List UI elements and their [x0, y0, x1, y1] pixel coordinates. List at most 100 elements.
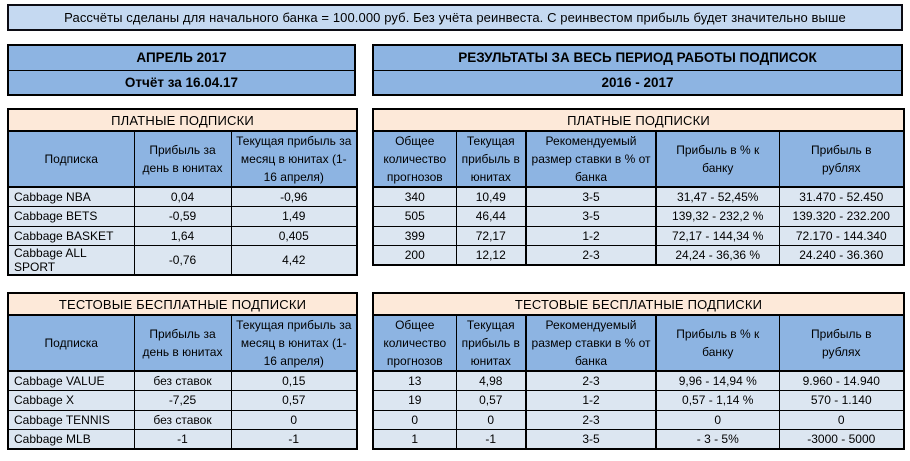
test-period-title: ТЕСТОВЫЕ БЕСПЛАТНЫЕ ПОДПИСКИ	[372, 292, 905, 316]
test-period-table: ТЕСТОВЫЕ БЕСПЛАТНЫЕ ПОДПИСКИ Общее колич…	[372, 292, 906, 450]
col-month-profit: Текущая прибыль за месяц в юнитах (1-16 …	[230, 130, 358, 188]
table-cell: 3-5	[525, 206, 657, 227]
period-header-block: РЕЗУЛЬТАТЫ ЗА ВЕСЬ ПЕРИОД РАБОТЫ ПОДПИСО…	[372, 44, 903, 96]
table-row: 1 -1 3-5- 3 - 5% -3000 - 5000	[372, 429, 905, 450]
table-cell: -0,76	[133, 245, 232, 276]
table-cell: 0,405	[230, 225, 358, 246]
table-cell: 139,32 - 232,2 %	[655, 206, 780, 227]
table-cell: 24,24 - 36,36 %	[655, 245, 780, 266]
table-title-row: ПЛАТНЫЕ ПОДПИСКИ	[372, 108, 905, 132]
col-profit-rubles: Прибыль в рублях	[778, 314, 905, 372]
col-current-profit-units: Текущая прибыль в юнитах	[455, 130, 527, 188]
table-cell: -0,96	[230, 186, 358, 207]
table-cell: Cabbage NBA	[7, 186, 135, 207]
top-banner: Рассчёты сделаны для начального банка = …	[7, 4, 903, 31]
table-row: Cabbage MLB -1 -1	[7, 429, 358, 450]
table-row: 505 46,44 3-5 139,32 - 232,2 % 139.320 - 232…	[372, 206, 905, 227]
col-profit-percent-bank: Прибыль в % к банку	[655, 314, 780, 372]
table-row: 0 0 2-3 0 0	[372, 409, 905, 430]
table-columns-row: Общее количество прогнозов Текущая прибы…	[372, 130, 905, 188]
test-daily-title: ТЕСТОВЫЕ БЕСПЛАТНЫЕ ПОДПИСКИ	[7, 292, 358, 316]
top-banner-text: Рассчёты сделаны для начального банка = …	[64, 10, 846, 25]
table-cell: 0,57 - 1,14 %	[655, 390, 780, 411]
col-month-profit: Текущая прибыль за месяц в юнитах (1-16 …	[230, 314, 358, 372]
table-cell: 9,96 - 14,94 %	[655, 370, 780, 391]
table-cell: 1	[372, 429, 457, 450]
table-cell: 0,15	[230, 370, 358, 391]
table-cell: 0	[455, 409, 527, 430]
table-cell: 0,04	[133, 186, 232, 207]
table-row: 200 12,12 2-3 24,24 - 36,36 % 24.240 - 36.36…	[372, 245, 905, 266]
table-cell: 72,17 - 144,34 %	[655, 225, 780, 246]
table-title-row: ТЕСТОВЫЕ БЕСПЛАТНЫЕ ПОДПИСКИ	[7, 292, 358, 316]
col-total-forecasts: Общее количество прогнозов	[372, 314, 457, 372]
col-profit-rubles: Прибыль в рублях	[778, 130, 905, 188]
period-title: РЕЗУЛЬТАТЫ ЗА ВЕСЬ ПЕРИОД РАБОТЫ ПОДПИСО…	[458, 50, 817, 66]
table-cell: 2-3	[525, 370, 657, 391]
table-cell: 2-3	[525, 409, 657, 430]
table-cell: 13	[372, 370, 457, 391]
table-row: 340 10,49 3-5 31,47 - 52,45% 31.470 - 52.450	[372, 186, 905, 207]
table-cell: -1	[133, 429, 232, 450]
table-cell: -1	[230, 429, 358, 450]
table-row: Cabbage BETS -0,59 1,49	[7, 206, 358, 227]
table-cell: -1	[455, 429, 527, 450]
table-cell: Cabbage MLB	[7, 429, 135, 450]
table-cell: 0,57	[455, 390, 527, 411]
col-recommended-stake: Рекомендуемый размер ставки в % от банка	[525, 130, 657, 188]
table-cell: 0,57	[230, 390, 358, 411]
table-columns-row: Общее количество прогнозов Текущая прибы…	[372, 314, 905, 372]
table-cell: 12,12	[455, 245, 527, 266]
table-cell: 31,47 - 52,45%	[655, 186, 780, 207]
table-cell: 72,17	[455, 225, 527, 246]
table-row: 19 0,57 1-2 0,57 - 1,14 % 570 - 1.140	[372, 390, 905, 411]
table-cell: 2-3	[525, 245, 657, 266]
table-cell: 10,49	[455, 186, 527, 207]
test-daily-table: ТЕСТОВЫЕ БЕСПЛАТНЫЕ ПОДПИСКИ Подписка Пр…	[7, 292, 359, 450]
table-cell: - 3 - 5%	[655, 429, 780, 450]
table-cell: 4,98	[455, 370, 527, 391]
month-title: АПРЕЛЬ 2017	[136, 50, 227, 66]
col-day-profit: Прибыль за день в юнитах	[133, 314, 232, 372]
period-years: 2016 - 2017	[374, 69, 901, 95]
table-title-row: ПЛАТНЫЕ ПОДПИСКИ	[7, 108, 358, 132]
paid-period-title: ПЛАТНЫЕ ПОДПИСКИ	[372, 108, 905, 132]
table-cell: 4,42	[230, 245, 358, 276]
table-cell: -7,25	[133, 390, 232, 411]
table-cell: 9.960 - 14.940	[778, 370, 905, 391]
table-row: 13 4,98 2-3 9,96 - 14,94 % 9.960 - 14.940	[372, 370, 905, 391]
table-cell: -0,59	[133, 206, 232, 227]
table-cell: 139.320 - 232.200	[778, 206, 905, 227]
month-header-block: АПРЕЛЬ 2017 Отчёт за 16.04.17	[7, 44, 356, 96]
table-cell: 1-2	[525, 225, 657, 246]
table-row: Cabbage X -7,25 0,57	[7, 390, 358, 411]
table-cell: 570 - 1.140	[778, 390, 905, 411]
table-row: Cabbage NBA 0,04 -0,96	[7, 186, 358, 207]
table-columns-row: Подписка Прибыль за день в юнитах Текуща…	[7, 314, 358, 372]
table-cell: 0	[655, 409, 780, 430]
col-subscription: Подписка	[7, 314, 135, 372]
table-cell: 0	[230, 409, 358, 430]
table-cell: 505	[372, 206, 457, 227]
table-cell: 24.240 - 36.360	[778, 245, 905, 266]
table-cell: 200	[372, 245, 457, 266]
table-cell: без ставок	[133, 370, 232, 391]
table-columns-row: Подписка Прибыль за день в юнитах Текуща…	[7, 130, 358, 188]
table-cell: 0	[778, 409, 905, 430]
table-cell: 3-5	[525, 186, 657, 207]
table-row: Cabbage TENNIS без ставок 0	[7, 409, 358, 430]
table-cell: 1-2	[525, 390, 657, 411]
col-total-forecasts: Общее количество прогнозов	[372, 130, 457, 188]
col-profit-percent-bank: Прибыль в % к банку	[655, 130, 780, 188]
paid-daily-table: ПЛАТНЫЕ ПОДПИСКИ Подписка Прибыль за ден…	[7, 108, 359, 276]
paid-period-table: ПЛАТНЫЕ ПОДПИСКИ Общее количество прогно…	[372, 108, 906, 266]
table-cell: Cabbage X	[7, 390, 135, 411]
table-cell: Cabbage VALUE	[7, 370, 135, 391]
table-cell: 1,64	[133, 225, 232, 246]
table-row: Cabbage ALL SPORT -0,76 4,42	[7, 245, 358, 276]
col-day-profit: Прибыль за день в юнитах	[133, 130, 232, 188]
table-cell: -3000 - 5000	[778, 429, 905, 450]
table-cell: 46,44	[455, 206, 527, 227]
table-row: Cabbage BASKET 1,64 0,405	[7, 225, 358, 246]
